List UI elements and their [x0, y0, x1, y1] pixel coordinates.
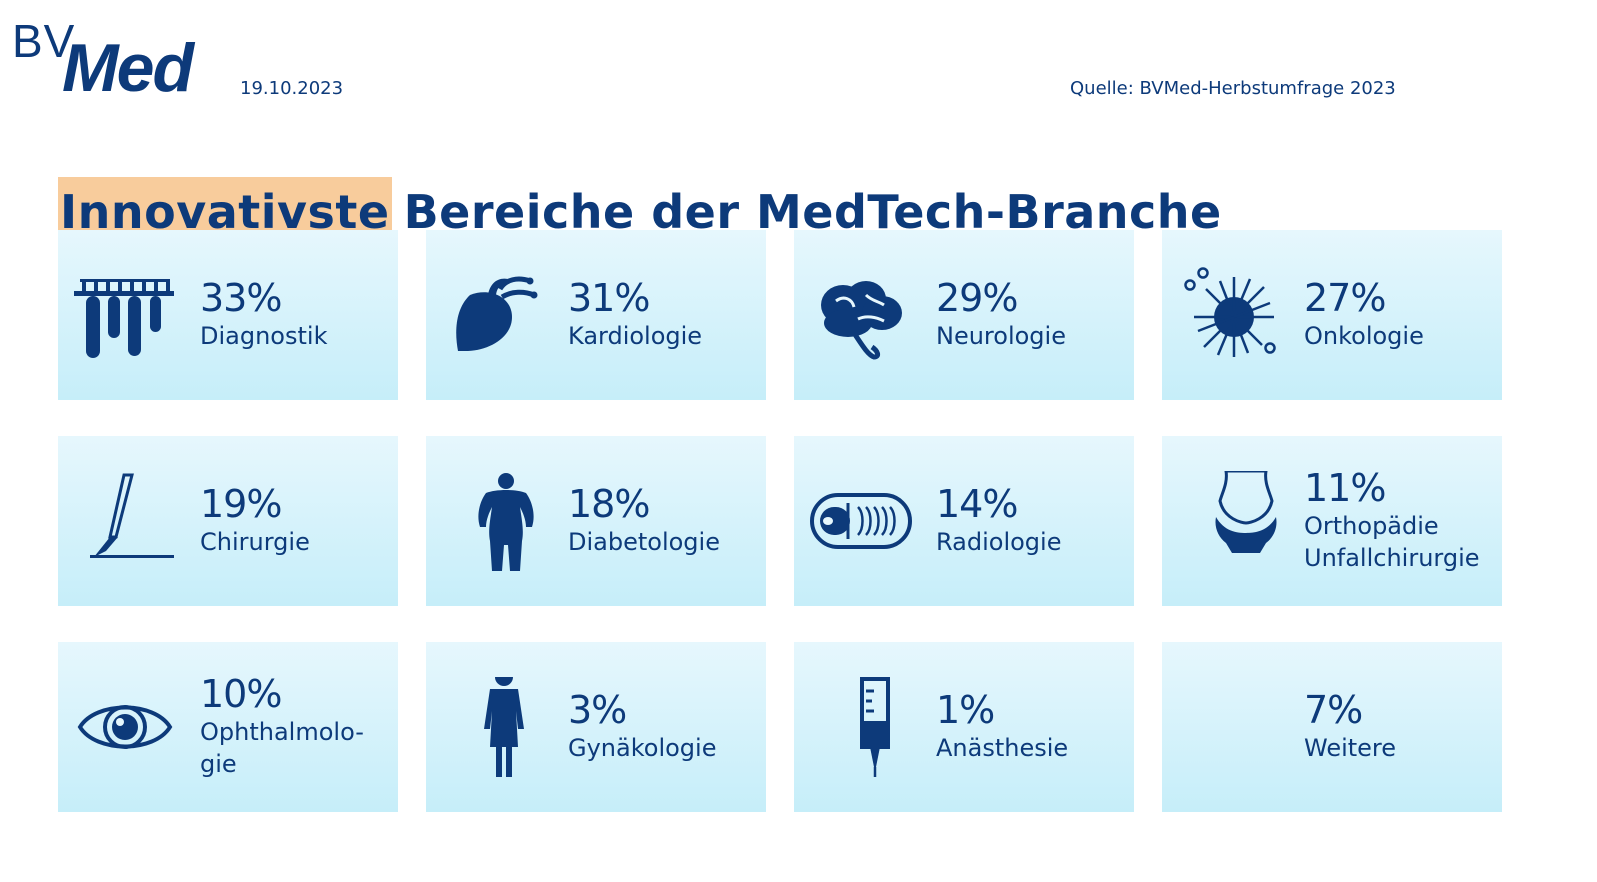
tile-percent: 29% [936, 275, 1018, 320]
syringe-icon [808, 667, 913, 785]
tile-chirurgie: 19% Chirurgie [58, 436, 398, 606]
tile-orthopaedie: 11% Orthopädie Unfallchirurgie [1162, 436, 1502, 606]
tile-percent: 11% [1304, 465, 1386, 510]
tile-percent: 1% [936, 687, 995, 732]
tile-percent: 19% [200, 481, 282, 526]
tile-label: Orthopädie Unfallchirurgie [1304, 511, 1480, 572]
test-tubes-icon [72, 265, 177, 365]
tile-label: Chirurgie [200, 527, 310, 556]
tile-label: Onkologie [1304, 321, 1424, 350]
joint-icon [1176, 469, 1281, 571]
tile-label: Diagnostik [200, 321, 328, 350]
tile-onkologie: 27% Onkologie [1162, 230, 1502, 400]
tile-label: Gynäkologie [568, 733, 717, 762]
tile-label: Anästhesie [936, 733, 1069, 762]
tile-label: Radiologie [936, 527, 1062, 556]
bvmed-logo: BV Med [12, 15, 212, 106]
woman-icon [440, 668, 545, 781]
tile-radiologie: 14% Radiologie [794, 436, 1134, 606]
eye-icon [72, 677, 177, 777]
tile-gynaekologie: 3% Gynäkologie [426, 642, 766, 812]
tile-neurologie: 29% Neurologie [794, 230, 1134, 400]
scalpel-icon [72, 471, 177, 571]
tile-weitere: 7% Weitere [1162, 642, 1502, 812]
tile-label: Diabetologie [568, 527, 720, 556]
heart-icon [440, 265, 545, 365]
source-note: Quelle: BVMed-Herbstumfrage 2023 [1070, 78, 1396, 99]
person-icon [440, 471, 545, 571]
logo-bv: BV [12, 15, 76, 67]
brain-icon [808, 265, 913, 365]
tile-label: Weitere [1304, 733, 1397, 762]
tile-label: Neurologie [936, 321, 1066, 350]
tile-percent: 18% [568, 481, 650, 526]
tile-kardiologie: 31% Kardiologie [426, 230, 766, 400]
tile-percent: 14% [936, 481, 1018, 526]
page-title: Innovativste Bereiche der MedTech-Branch… [58, 173, 1222, 251]
cancer-cell-icon [1176, 265, 1281, 365]
tile-diagnostik: 33% Diagnostik [58, 230, 398, 400]
tile-percent: 3% [568, 687, 627, 732]
tile-percent: 7% [1304, 687, 1363, 732]
logo-med: Med [62, 30, 194, 106]
tile-diabetologie: 18% Diabetologie [426, 436, 766, 606]
title-rest: Bereiche der MedTech-Branche [403, 184, 1222, 239]
tile-ophthalmologie: 10% Ophthalmolo- gie [58, 642, 398, 812]
publication-date: 19.10.2023 [240, 78, 344, 99]
tile-label: Ophthalmolo- gie [200, 717, 364, 778]
tile-label: Kardiologie [568, 321, 703, 350]
tile-percent: 10% [200, 671, 282, 716]
tile-percent: 33% [200, 275, 282, 320]
mri-scanner-icon [808, 471, 913, 571]
title-highlight: Innovativste [58, 176, 392, 247]
tile-percent: 31% [568, 275, 650, 320]
tile-anaesthesie: 1% Anästhesie [794, 642, 1134, 812]
tile-percent: 27% [1304, 275, 1386, 320]
